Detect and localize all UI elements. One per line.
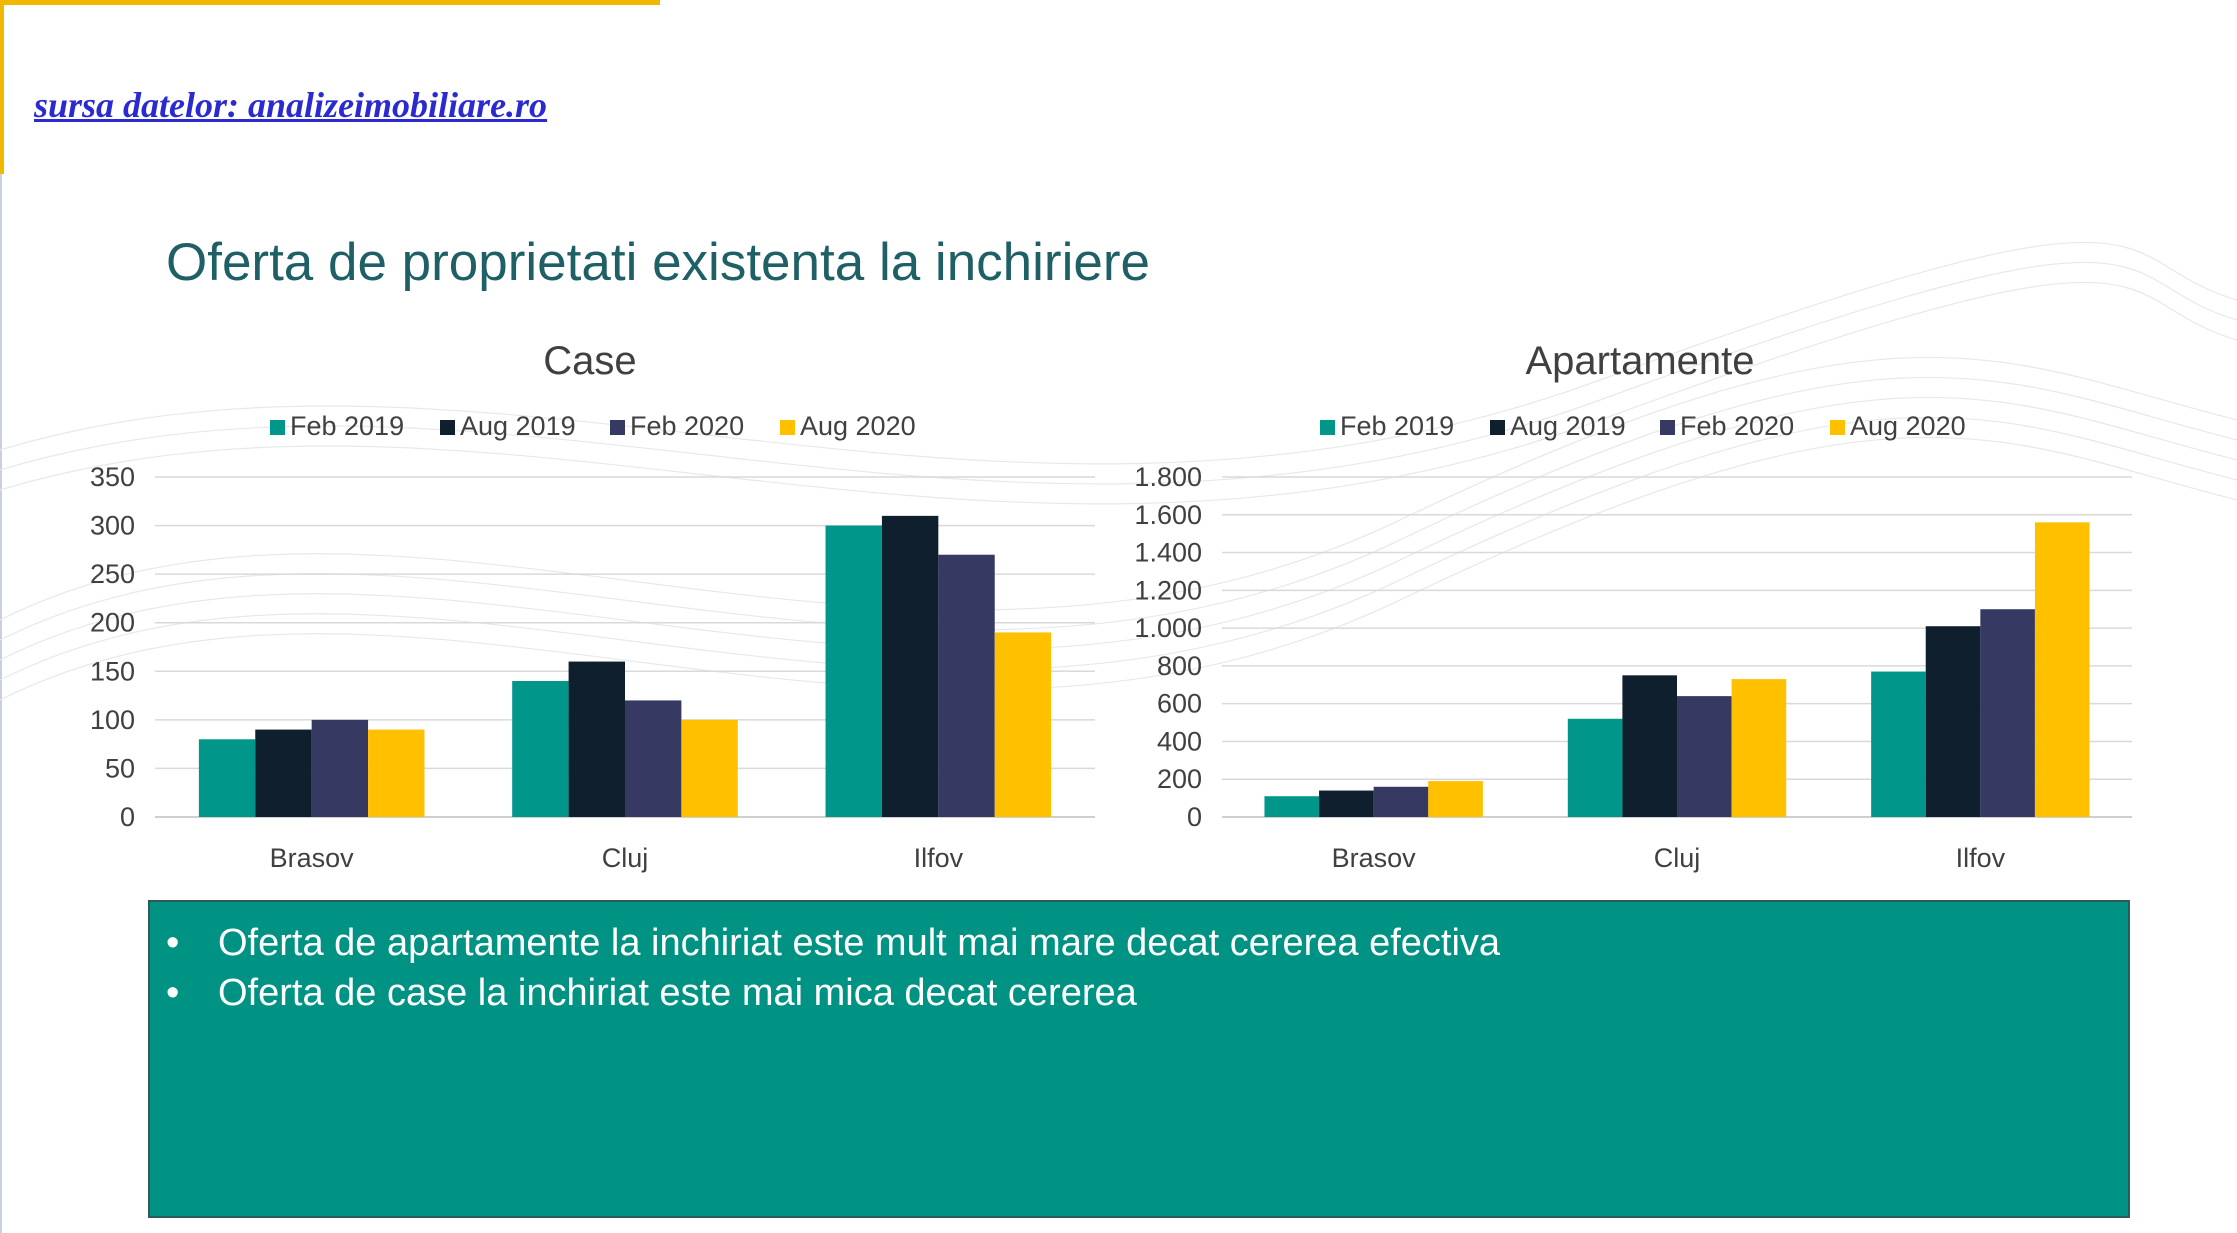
legend-swatch <box>1490 420 1505 435</box>
legend-swatch <box>610 420 625 435</box>
y-tick-label: 1.200 <box>1134 575 1202 605</box>
y-tick-label: 200 <box>90 608 135 638</box>
bar <box>1980 609 2035 817</box>
bar <box>568 661 625 817</box>
legend-swatch <box>1830 420 1845 435</box>
data-source-link[interactable]: sursa datelor: analizeimobiliare.ro <box>34 85 548 125</box>
legend-label: Aug 2019 <box>460 411 576 441</box>
bar <box>1428 781 1483 817</box>
x-tick-label: Cluj <box>602 843 649 873</box>
bar <box>1319 790 1374 817</box>
bullet-icon: • <box>166 922 180 964</box>
slide-title: Oferta de proprietati existenta la inchi… <box>166 233 1150 292</box>
y-tick-label: 350 <box>90 462 135 492</box>
x-tick-label: Ilfov <box>914 843 964 873</box>
y-tick-label: 50 <box>105 753 135 783</box>
bar <box>311 719 369 817</box>
conclusion-text: Oferta de apartamente la inchiriat este … <box>218 922 1501 964</box>
legend-label: Feb 2020 <box>1680 411 1794 441</box>
legend-label: Feb 2020 <box>630 411 744 441</box>
bar <box>198 739 256 817</box>
left-accent-bar <box>0 0 4 174</box>
bar <box>681 719 738 817</box>
y-tick-label: 100 <box>90 705 135 735</box>
conclusion-item: • Oferta de case la inchiriat este mai mi… <box>150 968 2128 1018</box>
y-tick-label: 150 <box>90 656 135 686</box>
y-tick-label: 800 <box>1157 651 1202 681</box>
legend-swatch <box>1660 420 1675 435</box>
x-tick-label: Cluj <box>1654 843 1701 873</box>
bar <box>1373 786 1429 817</box>
legend-swatch <box>780 420 795 435</box>
bar <box>994 632 1052 817</box>
y-tick-label: 1.000 <box>1134 613 1202 643</box>
bar <box>825 525 882 817</box>
x-tick-label: Ilfov <box>1956 843 2006 873</box>
bar <box>368 729 425 817</box>
legend-label: Aug 2020 <box>1850 411 1966 441</box>
bar <box>625 700 682 817</box>
legend-swatch <box>270 420 285 435</box>
bar <box>1622 675 1677 817</box>
top-accent-bar <box>0 0 660 5</box>
conclusion-text: Oferta de case la inchiriat este mai mic… <box>218 972 1137 1014</box>
chart-title: Case <box>543 339 636 383</box>
bar <box>1264 796 1320 817</box>
conclusion-item: • Oferta de apartamente la inchiriat este… <box>150 918 2128 968</box>
bar <box>1731 679 1787 817</box>
legend-swatch <box>440 420 455 435</box>
y-tick-label: 1.600 <box>1134 500 1202 530</box>
y-tick-label: 0 <box>1187 802 1202 832</box>
y-tick-label: 400 <box>1157 726 1202 756</box>
conclusions-list: • Oferta de apartamente la inchiriat este… <box>150 902 2128 1018</box>
y-tick-label: 0 <box>120 802 135 832</box>
legend-label: Aug 2019 <box>1510 411 1626 441</box>
y-tick-label: 300 <box>90 511 135 541</box>
bar <box>938 554 995 817</box>
bar <box>1871 671 1926 817</box>
chart-apartamente: Apartamente Feb 2019 Aug 2019 Feb 2020 Aug 2… <box>1134 339 2132 873</box>
y-tick-label: 1.800 <box>1134 462 1202 492</box>
x-tick-label: Brasov <box>1332 843 1417 873</box>
bar <box>2034 522 2090 817</box>
legend-label: Aug 2020 <box>800 411 916 441</box>
bar <box>881 515 939 817</box>
legend-label: Feb 2019 <box>290 411 404 441</box>
chart-case: Case Feb 2019 Aug 2019 Feb 2020 Aug 2020 0 50 1… <box>90 339 1095 873</box>
legend-swatch <box>1320 420 1335 435</box>
conclusions-box: • Oferta de apartamente la inchiriat este… <box>148 900 2130 1218</box>
left-divider-line <box>0 174 2 1233</box>
y-tick-label: 600 <box>1157 689 1202 719</box>
y-tick-label: 200 <box>1157 764 1202 794</box>
legend-label: Feb 2019 <box>1340 411 1454 441</box>
y-tick-label: 1.400 <box>1134 538 1202 568</box>
bar <box>1925 626 1981 817</box>
bullet-icon: • <box>166 972 180 1014</box>
chart-title: Apartamente <box>1525 339 1754 383</box>
y-tick-label: 250 <box>90 559 135 589</box>
bar <box>255 729 312 817</box>
bar <box>1567 718 1623 817</box>
bar <box>512 681 569 817</box>
x-tick-label: Brasov <box>270 843 355 873</box>
bar <box>1677 696 1732 817</box>
